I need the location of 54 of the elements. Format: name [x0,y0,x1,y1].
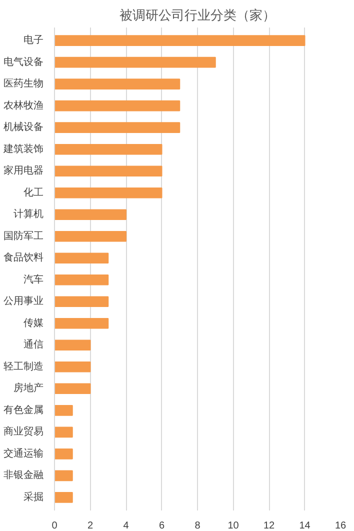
bar [54,166,162,176]
x-tick-label: 2 [87,520,94,531]
bar [54,100,180,112]
chart-title: 被调研公司行业分类（家） [120,8,276,22]
bar [54,56,216,68]
bar [54,122,180,133]
y-tick-label: 农林牧渔 [4,99,44,112]
x-tick-label: 16 [334,520,346,531]
y-tick-label: 电气设备 [4,56,44,68]
y-tick-label: 有色金属 [4,404,44,416]
y-tick-label: 计算机 [14,208,44,220]
y-tick-label: 交通运输 [4,447,44,460]
bar [54,448,73,460]
y-tick-label: 国防军工 [4,230,44,242]
y-tick-label: 采掘 [24,490,44,503]
y-tick-label: 汽车 [24,273,44,286]
y-tick-label: 化工 [24,186,44,198]
x-tick-label: 14 [299,520,311,531]
y-tick-label: 轻工制造 [4,360,44,372]
bar [54,470,73,482]
y-tick-label: 家用电器 [4,164,44,177]
bar [54,209,126,220]
x-tick-label: 4 [123,520,130,531]
bar [54,492,73,503]
y-tick-label: 非银金融 [4,469,44,482]
bar [54,230,126,242]
bar [54,296,109,308]
bar [54,35,306,46]
bar [54,187,162,198]
y-tick-label: 传媒 [24,318,44,329]
x-tick-label: 10 [228,520,240,531]
bar [54,362,91,372]
y-tick-label: 医药生物 [4,78,44,90]
y-tick-label: 电子 [24,34,44,46]
y-tick-label: 房地产 [14,382,44,394]
x-tick-label: 0 [52,520,58,531]
bar [54,78,180,90]
y-tick-label: 通信 [24,338,44,351]
y-tick-label: 食品饮料 [4,252,44,264]
bar [54,340,91,351]
y-tick-label: 商业贸易 [4,426,44,438]
bar [54,318,109,329]
y-tick-label: 建筑装饰 [2,142,44,155]
bar [54,274,109,286]
y-tick-label: 机械设备 [4,121,44,134]
x-tick-label: 12 [263,520,275,531]
x-tick-label: 8 [194,520,201,531]
bar [54,426,73,438]
bar [54,383,91,394]
bar [54,252,109,264]
y-tick-label: 公用事业 [4,295,44,308]
bar [54,405,73,416]
x-tick-label: 6 [158,520,165,531]
bar [54,144,162,155]
